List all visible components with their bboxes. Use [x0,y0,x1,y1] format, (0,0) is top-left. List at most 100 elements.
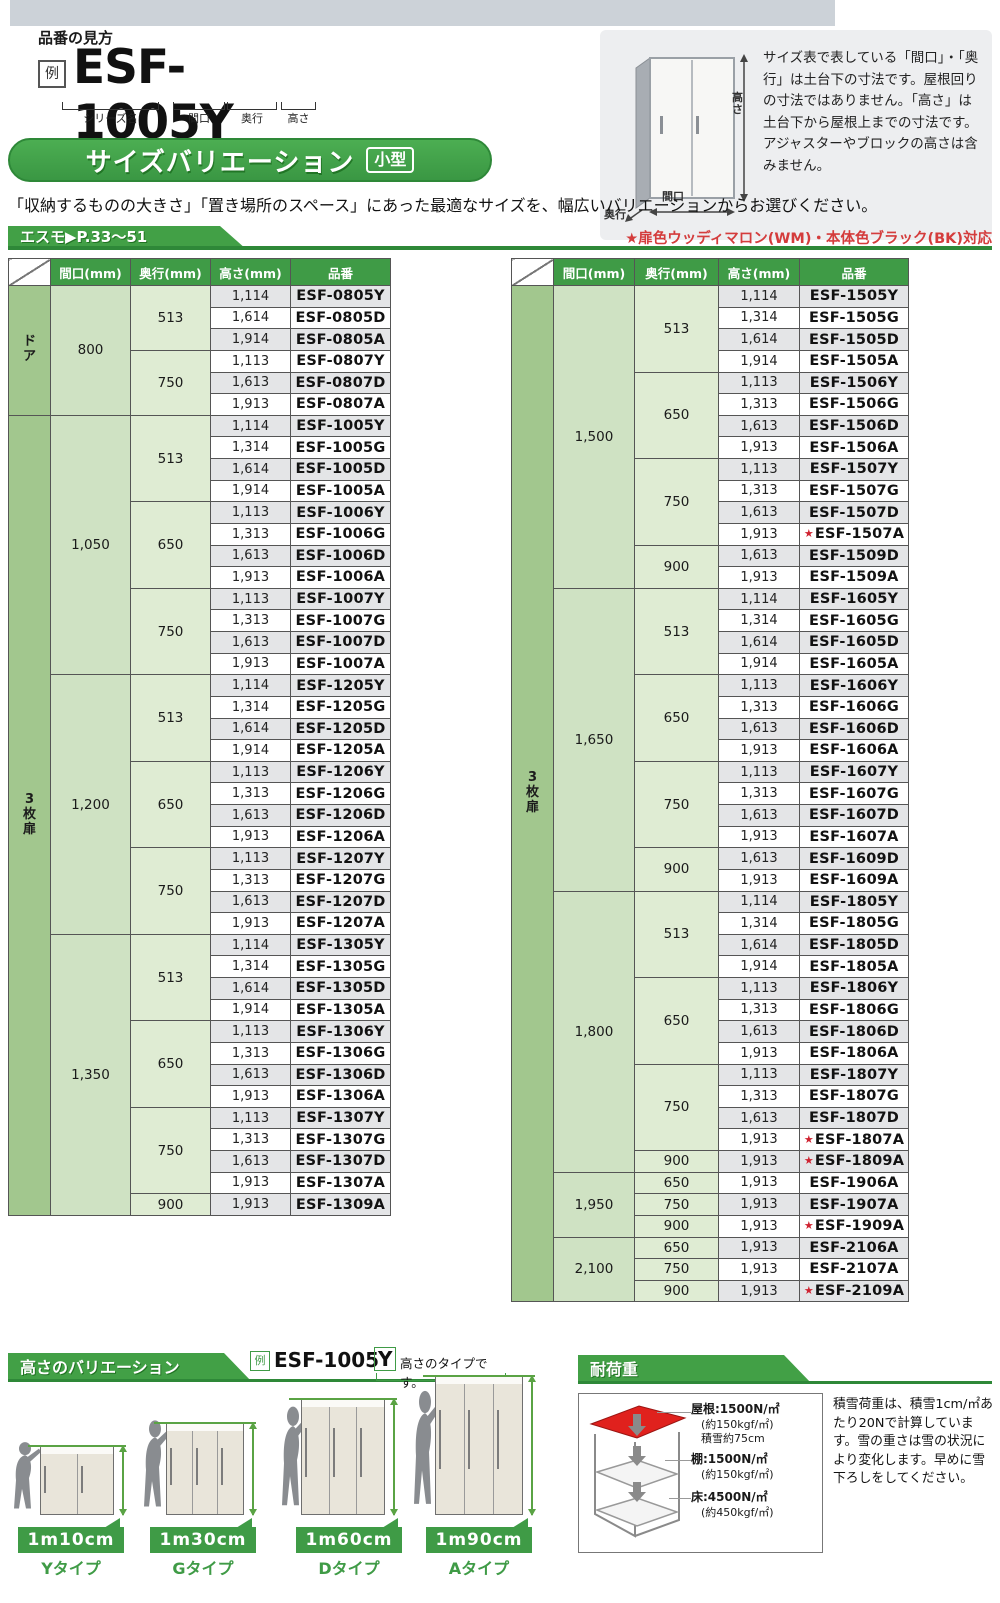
table-row: 1,614 ESF-1805D [512,933,909,957]
example-code: ESF-1005 [274,1348,380,1372]
depth-cell: 750 [634,1193,719,1216]
product-code-cell: ESF-1609D [799,847,909,870]
product-code-cell: ESF-1007D [290,631,391,654]
product-code-cell: ESF-1506Y [799,371,909,395]
shed-door-panel [302,1407,330,1514]
height-cell: 1,914 [718,349,800,373]
height-cell: 1,913 [718,825,800,849]
leader-line [657,1412,691,1413]
depth-cell: 513 [634,285,719,373]
page-label: 品番の見方 [38,29,114,47]
product-code-cell: ESF-1205A [290,739,391,762]
depth-cell: 650 [130,1020,211,1108]
depth-cell: 513 [130,674,211,762]
height-cell: 1,613 [210,890,291,914]
product-code-cell: ESF-0805Y [290,285,391,308]
height-variation-underline [8,1379,492,1382]
table-row: 1,913 ESF-1207A [9,912,391,935]
product-code-cell: ESF-1609A [799,868,909,892]
width-cell: 1,950 [553,1171,635,1238]
star-icon: ★ [803,1284,814,1298]
table-row: 1,914 ESF-1505A [512,349,909,373]
height-cell: 1,913 [718,868,800,892]
product-code-cell: ESF-1807Y [799,1063,909,1087]
product-code-cell: ★ESF-2109A [799,1279,909,1303]
height-cell: 1,614 [210,977,291,1000]
table-row: 1,313 ESF-1306G [9,1041,391,1065]
depth-cell: 750 [130,587,211,676]
height-cell: 1,913 [718,522,800,546]
table-row: 900 1,613 ESF-1509D [512,544,909,589]
column-header: 奥行(mm) [634,258,719,286]
table-row: 750 1,113 ESF-1207Y [9,847,391,935]
depth-cell: 900 [634,1279,719,1303]
series-underline [8,246,992,250]
shed-door-panel [329,1407,358,1514]
height-cell: 1,913 [210,1171,291,1195]
table-row: 650 1,113 ESF-1806Y [512,977,909,1065]
table-row: 900 1,913 ESF-1309A [9,1193,391,1216]
depth-cell: 900 [130,1193,211,1216]
code-segment-height: 高さ [281,102,316,125]
table-row: 1,314 ESF-1305G [9,955,391,978]
example-code: ESF-1005Y [73,40,234,150]
product-code-cell: ESF-1206A [290,825,391,849]
height-cell: 1,913 [718,1041,800,1065]
shed-door-panel [41,1454,78,1514]
shed-illustration [166,1423,244,1515]
height-cell: 1,614 [210,306,291,330]
depth-cell: 750 [130,349,211,416]
width-cell: 1,500 [553,285,635,589]
table-row: 1,313 ESF-1007G [9,609,391,632]
product-code-cell: ESF-2107A [799,1258,909,1281]
table-row: 3 枚扉 1,050 513 1,114 ESF-1005Y [8,414,391,1216]
product-code-cell: ESF-1306A [290,1085,391,1108]
height-cell: 1,114 [210,674,291,697]
height-cell: 1,914 [210,328,291,351]
product-code-cell: ESF-1307Y [290,1106,391,1130]
table-row: 750 1,113 ESF-0807Y [9,349,391,416]
height-measure-top-line [289,1398,397,1400]
code-segment-series: シリーズ名 [62,102,159,125]
product-code-cell: ESF-1305A [290,998,391,1022]
table-row: 1,913 ESF-1806A [512,1041,909,1065]
height-cell: 1,113 [210,1106,291,1130]
table-row: 1,613 ESF-1806D [512,1020,909,1043]
table-row: 2,100 650 1,913 ESF-2106A [512,1236,909,1303]
height-cell: 1,613 [210,1150,291,1173]
product-code-example: 例 ESF-1005Y シリーズ名 間口 奥行 高さ [35,40,335,150]
table-row: 1,613 ESF-1606D [512,717,909,741]
table-row: 1,614 ESF-1305D [9,977,391,1000]
depth-cell: 750 [634,1063,719,1151]
product-code-cell: ESF-1607A [799,825,909,849]
dimension-info-box: 高さ 間口 奥行 サイズ表で表している「間口」・「奥行」は土台下の寸法です。屋根… [600,30,992,240]
height-cell: 1,613 [718,501,800,524]
product-code-cell: ★ESF-1807A [799,1128,909,1151]
product-code-cell: ESF-1509D [799,544,909,568]
height-cell: 1,914 [210,479,291,503]
person-silhouette [14,1442,41,1509]
product-code-cell: ESF-1805G [799,912,909,935]
height-cell: 1,313 [718,479,800,503]
height-cell: 1,613 [718,544,800,568]
column-header: 間口(mm) [50,258,131,286]
table-row: 1,350 513 1,114 ESF-1305Y [9,933,391,1216]
height-measure-top-line [154,1422,256,1424]
height-cell: 1,913 [718,436,800,459]
table-row: 650 1,113 ESF-1006Y [9,501,391,589]
product-code-cell: ESF-1606Y [799,674,909,697]
product-code-cell: ESF-1606D [799,717,909,741]
table-row: 1,313 ESF-1507G [512,479,909,503]
product-code-cell: ESF-1507Y [799,458,909,481]
shed-illustration [40,1446,114,1515]
table-row: 900 1,613 ESF-1609D [512,847,909,892]
table-row: 1,613 ESF-1306D [9,1063,391,1087]
product-code-cell: ESF-1607D [799,804,909,827]
depth-cell: 650 [634,674,719,762]
table-row: 1,613 ESF-1006D [9,544,391,568]
height-value-badge: 1m10cm [18,1518,124,1553]
height-cell: 1,314 [210,436,291,459]
width-cell: 1,050 [50,414,131,676]
product-code-cell: ESF-1306Y [290,1020,391,1043]
height-value-badge: 1m60cm [296,1518,402,1553]
